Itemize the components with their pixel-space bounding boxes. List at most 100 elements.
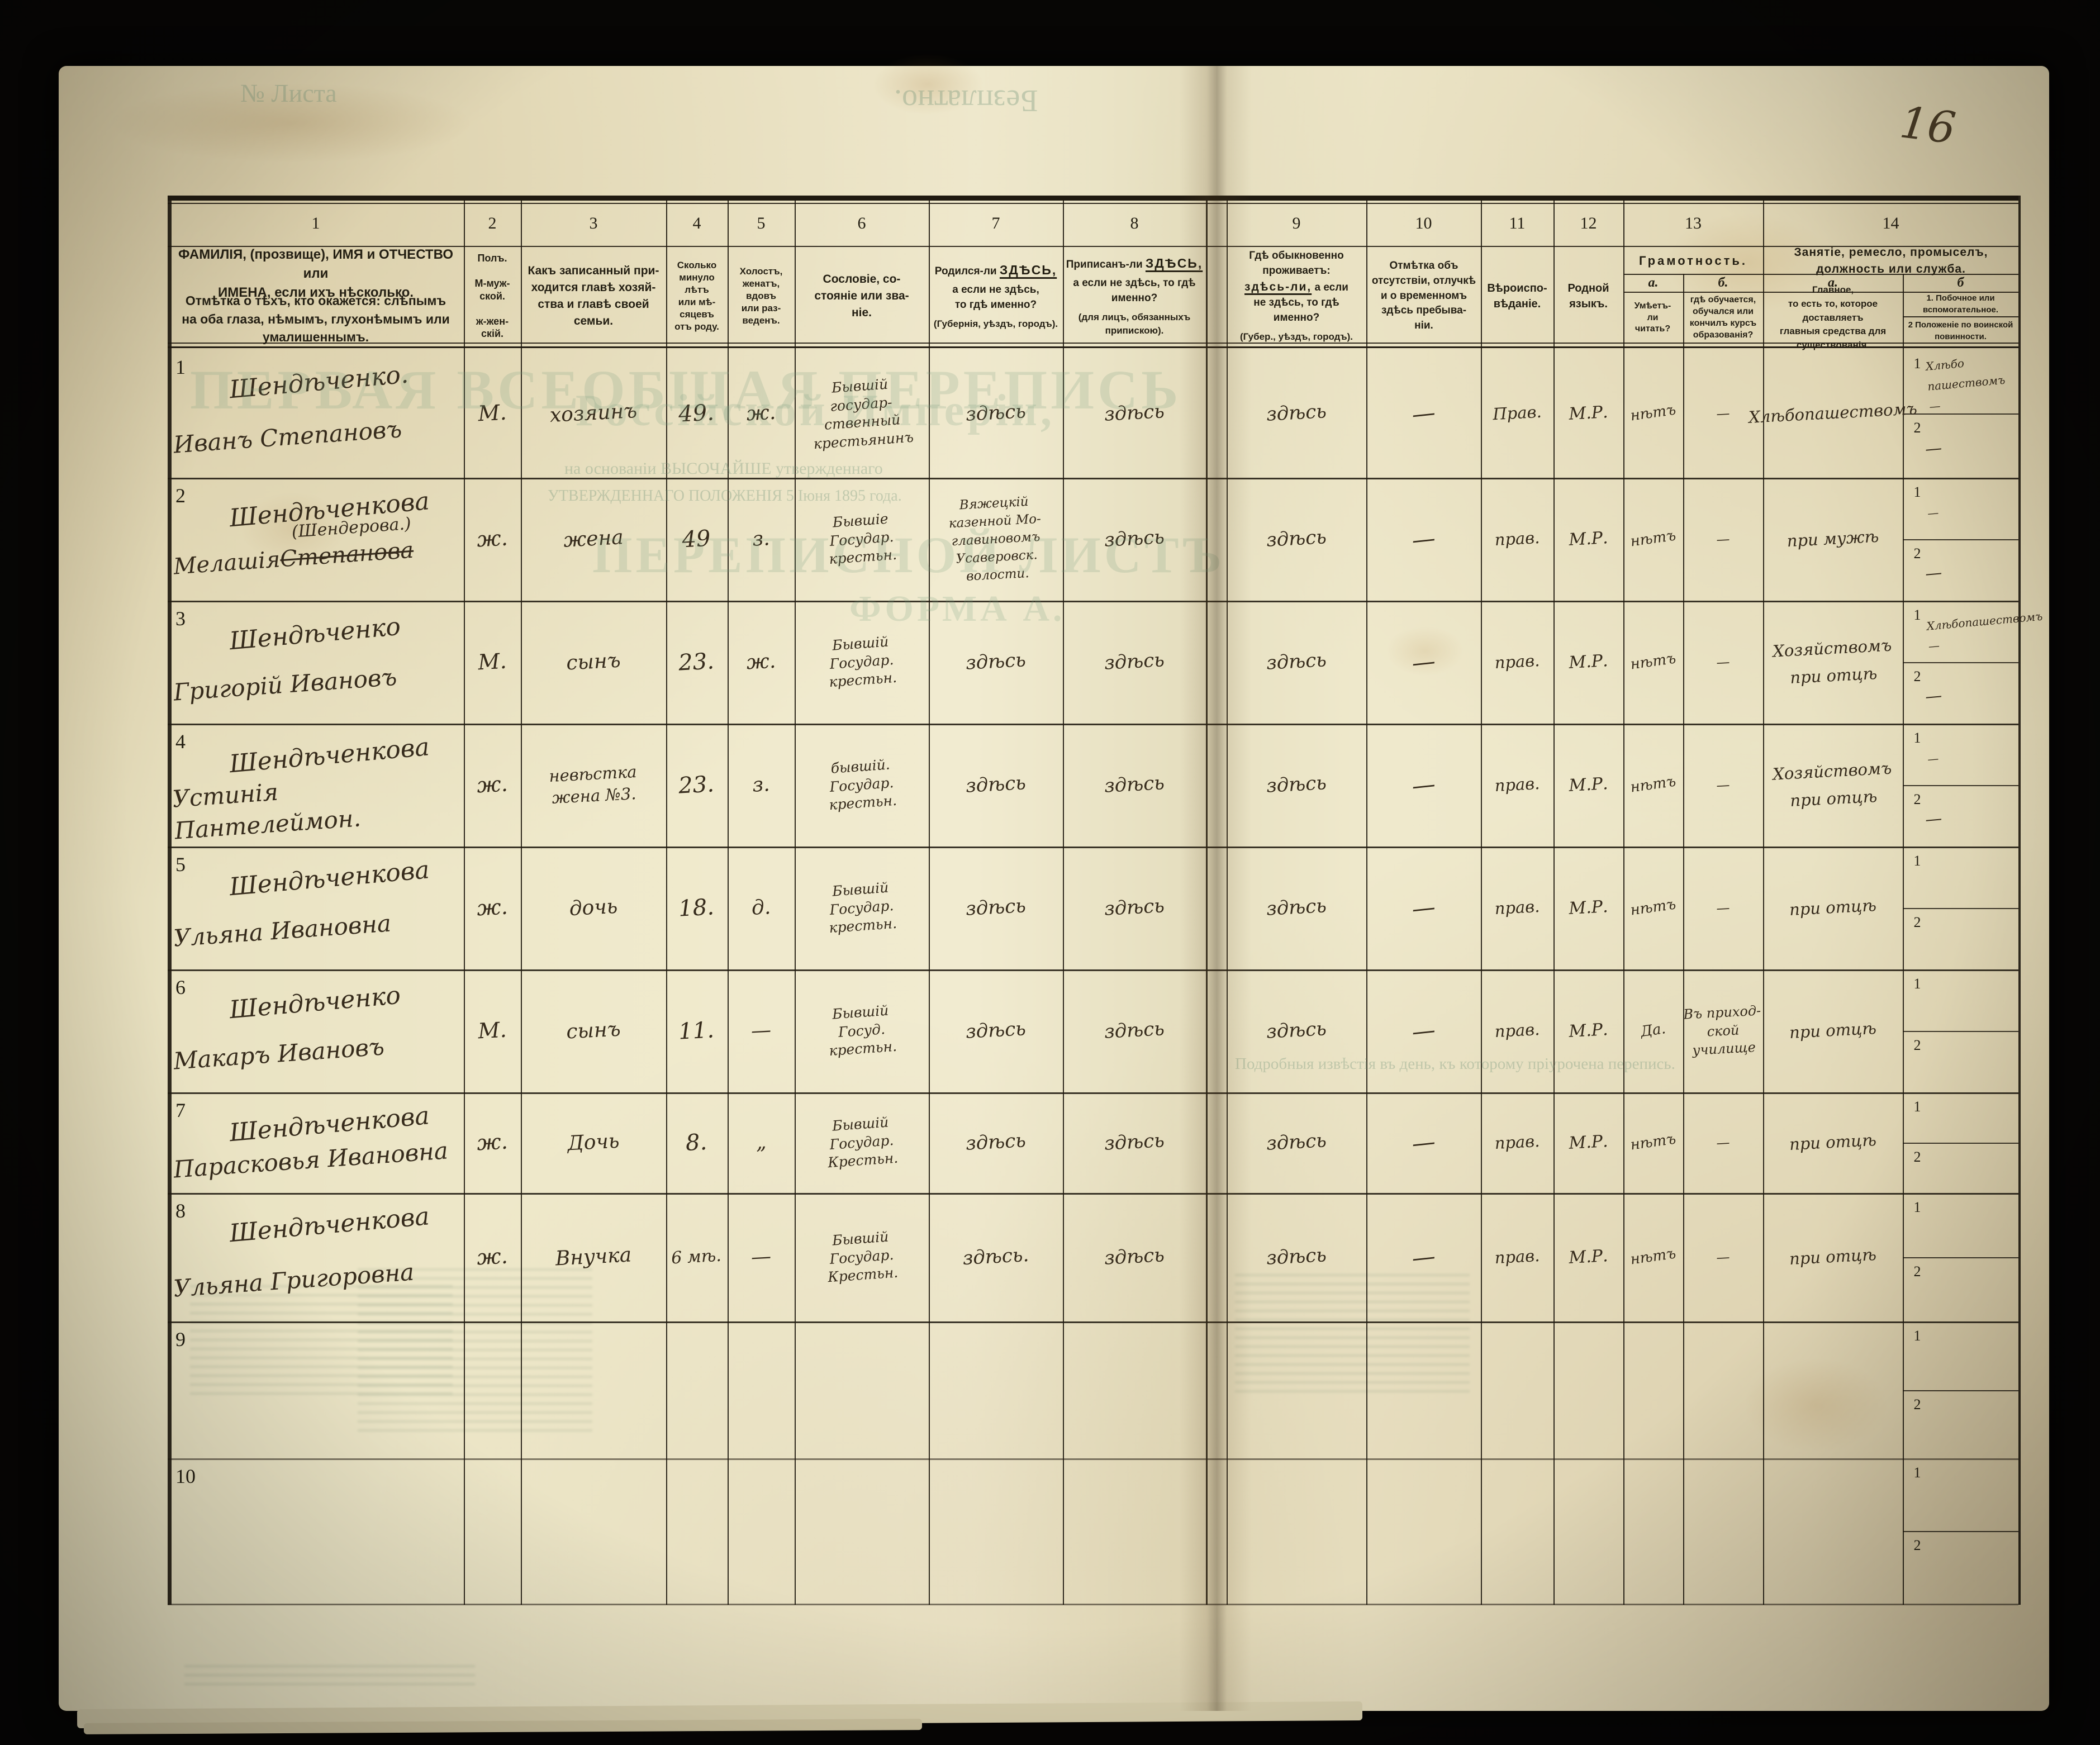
subrow-number-2: 2 bbox=[1913, 545, 1921, 562]
cell-language: М.Р. bbox=[1568, 1131, 1609, 1153]
cell-estate: Бывшій Государ. Крестьн. bbox=[827, 1228, 899, 1286]
cell-absence: — bbox=[1410, 1127, 1437, 1157]
cell-age: 11. bbox=[678, 1017, 715, 1045]
cell-education: Въ приход- ской училище bbox=[1683, 1002, 1761, 1059]
cell-language: М.Р. bbox=[1568, 1019, 1609, 1042]
row-number: 6 bbox=[175, 976, 186, 998]
cell-born: здѣсь bbox=[965, 772, 1027, 797]
cell-language: М.Р. bbox=[1568, 527, 1609, 550]
header-col14b-item1: 1. Побочное или вспомогательное. bbox=[1922, 293, 1999, 315]
header-col7-pre: Родился-ли ЗДѢСЬ, bbox=[934, 263, 1057, 278]
cell-marital: д. bbox=[750, 895, 772, 920]
cell-resides: здѣсь bbox=[1266, 1017, 1327, 1043]
cell-occupation: Хлѣбопашествомъ bbox=[1748, 399, 1918, 427]
table-horizontal-line bbox=[168, 246, 2018, 247]
header-col3-relation: Какъ записанный при- ходится главѣ хозяй… bbox=[528, 264, 659, 327]
cell-estate: Бывшіе Государ. крестьн. bbox=[828, 510, 897, 568]
cell-age: 8. bbox=[685, 1129, 708, 1156]
cell-relation: дочь bbox=[568, 895, 619, 920]
header-col9-mid: здѣсь-ли, а если не здѣсь, то гдѣ именно… bbox=[1244, 280, 1348, 324]
subrow-number-2: 2 bbox=[1913, 1149, 1921, 1166]
cell-age: 18. bbox=[678, 894, 715, 922]
row-number: 8 bbox=[175, 1199, 186, 1222]
cell-absence: — bbox=[1410, 1015, 1437, 1045]
column-number: 10 bbox=[1415, 214, 1432, 232]
column-number: 9 bbox=[1292, 214, 1301, 232]
subrow-number-1: 1 bbox=[1913, 730, 1921, 747]
header-col7-note: (Губернія, уѣздъ, городъ). bbox=[933, 318, 1058, 330]
header-col14b-label: б bbox=[1957, 275, 1964, 290]
table-row-separator bbox=[168, 1321, 2018, 1323]
subrow-number-1: 1 bbox=[1913, 1465, 1921, 1481]
cell-relation: Внучка bbox=[554, 1243, 633, 1271]
table-horizontal-line bbox=[168, 203, 2018, 204]
column-number: 2 bbox=[488, 214, 497, 232]
cell-marital: ж. bbox=[745, 401, 777, 426]
table-row-separator bbox=[168, 1458, 2018, 1460]
cell-religion: Прав. bbox=[1492, 402, 1542, 424]
cell-relation: жена bbox=[563, 525, 624, 552]
header-col9-pre: Гдѣ обыкновенно проживаетъ: bbox=[1249, 250, 1344, 277]
header-col8-note: (для лицъ, обязанныхъ припискою). bbox=[1078, 312, 1191, 336]
header-col7-post: а если не здѣсь, то гдѣ именно? bbox=[952, 284, 1039, 311]
column-number: 7 bbox=[991, 214, 1000, 232]
cell-relation: сынъ bbox=[566, 1017, 621, 1044]
subrow-number-2: 2 bbox=[1913, 1263, 1921, 1280]
col14b-subrow-line bbox=[1903, 785, 2018, 786]
table-vertical-line bbox=[1683, 274, 1684, 1605]
page-number-handwritten: 16 bbox=[1897, 97, 1959, 154]
subrow-number-1: 1 bbox=[1913, 1199, 1921, 1216]
column-number: 13 bbox=[1685, 214, 1702, 232]
cell-age: 23. bbox=[678, 771, 715, 799]
col14b-subrow-line bbox=[1903, 1390, 2018, 1391]
cell-relation: сынъ bbox=[566, 649, 621, 675]
header-col9-usual-residence: Гдѣ обыкновенно проживаетъ: здѣсь-ли, а … bbox=[1229, 248, 1364, 345]
table-horizontal-line bbox=[168, 343, 2018, 344]
header-col8-underlined: ЗДѢСЬ, bbox=[1145, 256, 1203, 271]
cell-absence: — bbox=[1410, 646, 1437, 677]
header-col13b-label: б. bbox=[1718, 275, 1728, 290]
row-number: 7 bbox=[175, 1099, 186, 1121]
header-col13a-desc: Умѣетъ- ли читать? bbox=[1634, 301, 1671, 334]
table-vertical-line bbox=[1366, 196, 1367, 1605]
cell-resides: здѣсь bbox=[1266, 772, 1327, 797]
header-col8-pre: Приписанъ-ли ЗДѢСЬ, bbox=[1066, 256, 1203, 271]
header-col14-occupation-title: Занятіе, ремесло, промыселъ, должность и… bbox=[1794, 246, 1988, 275]
subrow-number-1: 1 bbox=[1913, 355, 1921, 372]
cell-military-duty: — bbox=[1924, 562, 1943, 584]
column-number: 5 bbox=[757, 214, 766, 232]
cell-marital: — bbox=[750, 1244, 772, 1269]
header-col1-line1: ФАМИЛІЯ, (прозвище), ИМЯ и ОТЧЕСТВО или … bbox=[178, 246, 453, 301]
cell-estate: Бывшій Государ. крестьн. bbox=[828, 879, 897, 936]
cell-language: М.Р. bbox=[1568, 402, 1609, 424]
cell-education: — bbox=[1716, 777, 1731, 793]
table-row-separator bbox=[168, 1092, 2018, 1094]
table-row-separator bbox=[168, 478, 2018, 479]
table-vertical-line bbox=[464, 196, 465, 1605]
table-horizontal-line bbox=[1623, 274, 2018, 275]
cell-occupation: при отцѣ bbox=[1789, 1019, 1877, 1043]
cell-age: 49 bbox=[681, 525, 711, 553]
cell-estate: Бывшій Госуд. крестьн. bbox=[828, 1002, 897, 1059]
cell-born: здѣсь bbox=[965, 1017, 1027, 1043]
cell-education: — bbox=[1716, 531, 1731, 548]
header-col6-estate: Сословіе, со- стояніе или зва- ніе. bbox=[814, 273, 909, 319]
cell-relation: хозяинъ bbox=[549, 399, 638, 427]
cell-born: здѣсь. bbox=[962, 1244, 1030, 1270]
column-number: 12 bbox=[1580, 214, 1597, 232]
header-col13b-desc: гдѣ обучается, обучался или кончилъ курс… bbox=[1689, 295, 1757, 340]
header-col8-post: а если не здѣсь, то гдѣ именно? bbox=[1073, 277, 1196, 305]
cell-registered: здѣсь bbox=[1104, 649, 1165, 674]
cell-absence: — bbox=[1410, 398, 1437, 428]
header-col1-remark: Отмѣтка о тѣхъ, кто окажется: слѣпымъ на… bbox=[174, 293, 457, 344]
cell-sex: ж. bbox=[476, 771, 509, 798]
cell-resides: здѣсь bbox=[1266, 1244, 1327, 1269]
cell-resides: здѣсь bbox=[1266, 400, 1327, 426]
table-horizontal-line bbox=[1903, 316, 2018, 317]
subrow-number-2: 2 bbox=[1913, 1396, 1921, 1413]
table-vertical-line bbox=[1903, 274, 1904, 1605]
cell-marital: з. bbox=[752, 526, 771, 551]
column-number: 1 bbox=[311, 214, 320, 232]
cell-language: М.Р. bbox=[1568, 1245, 1609, 1268]
